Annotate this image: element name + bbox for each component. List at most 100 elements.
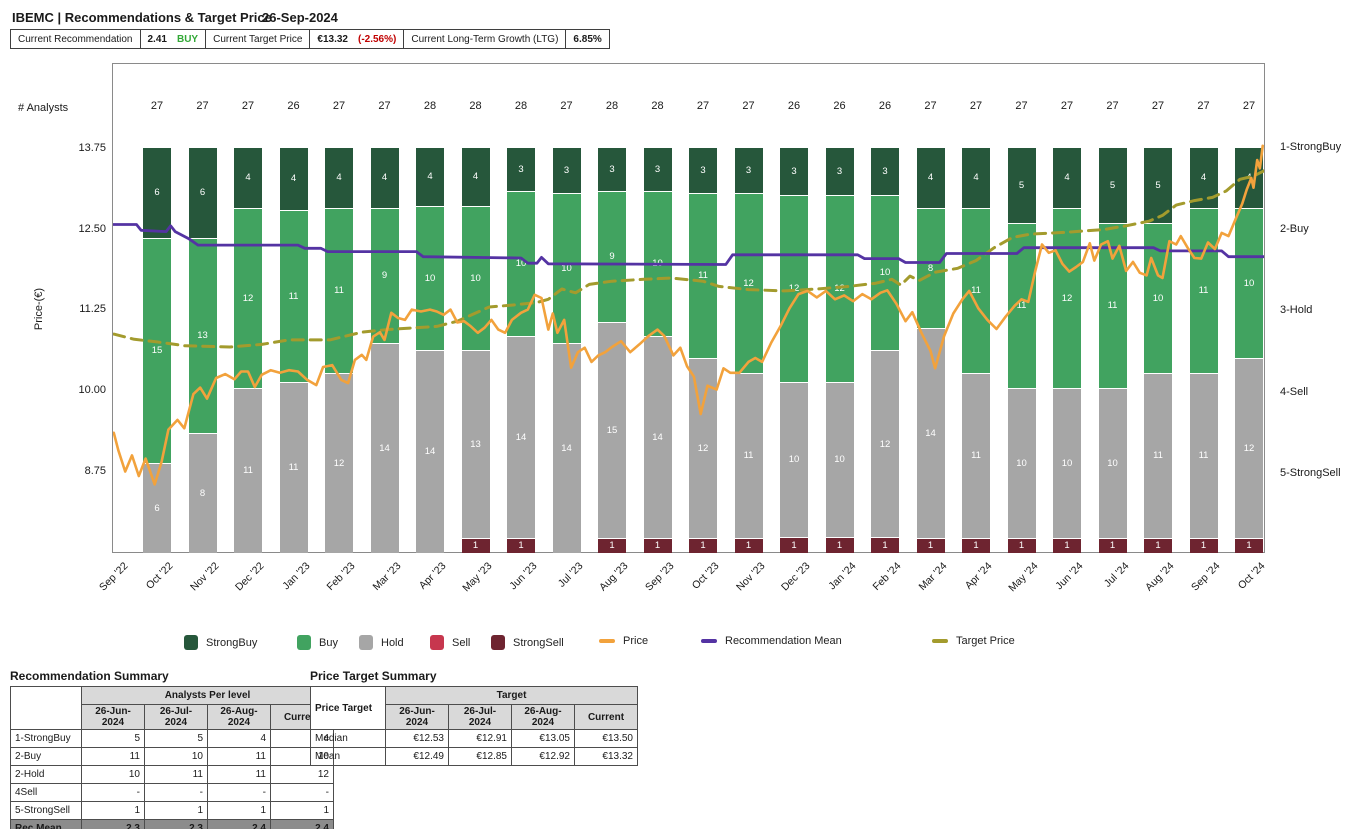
table-cell: Price Target <box>310 686 386 730</box>
bar-segment-value: 14 <box>652 431 663 443</box>
recommendation-bar: 4 8 14 1 <box>916 148 945 553</box>
bar-segment-buy: 11 <box>962 208 990 373</box>
bar-segment-strongbuy: 5 <box>1098 148 1127 223</box>
table-cell: €12.49 <box>385 747 449 766</box>
table-row: 5-StrongSell 1 1 1 1 <box>10 801 334 820</box>
bar-segment-value: 4 <box>381 172 388 184</box>
bar-segment-buy: 12 <box>234 208 262 388</box>
table-cell: 2.4 <box>207 819 271 829</box>
table-cell: 2.3 <box>144 819 208 829</box>
bar-segment-value: 10 <box>515 258 527 270</box>
recommendation-bar: 4 12 11 <box>234 148 262 553</box>
analyst-count: 28 <box>514 100 528 112</box>
table-cell: 5-StrongSell <box>10 801 82 820</box>
bar-segment-strongbuy: 4 <box>370 148 399 208</box>
bar-segment-strongsell: 1 <box>598 538 626 553</box>
bar-segment-strongbuy: 3 <box>643 148 672 192</box>
bar-segment-value: 11 <box>1107 300 1118 312</box>
report-date: 26-Sep-2024 <box>262 10 338 25</box>
ltg-value: 6.85% <box>573 33 602 45</box>
bar-segment-strongsell: 1 <box>916 538 945 553</box>
table-cell: 26-Aug-2024 <box>511 704 575 730</box>
table-cell: 5 <box>144 729 208 748</box>
table-cell: - <box>81 783 145 802</box>
table-row: Rec Mean 2.3 2.3 2.4 2.4 <box>10 819 334 829</box>
bar-segment-buy: 11 <box>1189 208 1218 373</box>
table-cell: 4Sell <box>10 783 82 802</box>
rec-summary-table: Analysts Per level 26-Jun-2024 26-Jul-2024… <box>10 686 334 829</box>
bar-segment-value: 11 <box>334 285 344 297</box>
y-tick-label: 8.75 <box>84 464 106 477</box>
bar-segment-strongbuy: 3 <box>780 148 808 195</box>
bar-segment-strongbuy: 4 <box>416 148 444 206</box>
analyst-count: 26 <box>287 100 300 112</box>
bar-segment-hold: 8 <box>188 433 217 553</box>
current-recommendation-label: Current Recommendation <box>11 30 141 48</box>
analyst-count: 28 <box>423 100 437 112</box>
bar-segment-strongbuy: 4 <box>325 148 353 208</box>
current-recommendation-value: 2.41 BUY <box>141 30 207 48</box>
bar-segment-value: 11 <box>1198 285 1209 297</box>
analyst-count: 27 <box>1242 100 1256 112</box>
bar-segment-value: 4 <box>336 172 342 184</box>
bar-segment-value: 11 <box>288 290 299 302</box>
legend-swatch-hold <box>359 635 373 650</box>
bar-segment-value: 11 <box>1198 450 1209 462</box>
recommendation-bar: 3 12 11 1 <box>734 148 763 553</box>
legend-label: Hold <box>381 636 404 649</box>
bar-segment-value: 10 <box>1016 457 1027 469</box>
legend-label: Price <box>623 635 649 647</box>
bar-segment-strongsell: 1 <box>1189 538 1218 553</box>
recommendation-bar: 5 10 11 1 <box>1144 148 1172 553</box>
analyst-count: 27 <box>1151 100 1165 112</box>
recommendation-mean-line <box>113 223 1264 266</box>
bar-segment-value: 1 <box>1064 540 1070 552</box>
legend-label: Recommendation Mean <box>725 635 842 647</box>
legend-swatch-rec_mean <box>701 639 717 643</box>
bar-segment-hold: 11 <box>1144 373 1172 538</box>
table-cell: 2.3 <box>81 819 145 829</box>
bar-segment-value: 12 <box>879 438 891 450</box>
summary-info-bar: Current Recommendation 2.41 BUY Current T… <box>10 29 610 49</box>
bar-segment-value: 14 <box>515 431 527 443</box>
recommendation-bar: 6 13 8 <box>188 148 217 553</box>
bar-segment-strongbuy: 4 <box>234 148 262 208</box>
bar-segment-value: 1 <box>973 540 979 552</box>
rec-summary-title: Recommendation Summary <box>10 669 169 683</box>
analyst-count: 27 <box>378 100 391 112</box>
analyst-count: 26 <box>878 100 892 112</box>
bar-segment-value: 11 <box>743 450 754 462</box>
plot-area: 6 15 6 27 6 13 8 27 4 12 11 27 4 11 11 26 4 11 12 27 4 9 14 27 4… <box>112 63 1265 553</box>
recommendation-bar: 4 9 14 <box>370 148 399 553</box>
bar-segment-strongbuy: 4 <box>962 148 990 208</box>
table-cell: 5 <box>81 729 145 748</box>
recommendation-bar: 4 11 11 1 <box>962 148 990 553</box>
analyst-count: 27 <box>560 100 573 112</box>
bar-segment-strongsell: 1 <box>643 538 672 553</box>
table-row: 2-Buy 11 10 11 10 <box>10 747 334 766</box>
bar-segment-strongsell: 1 <box>871 537 899 553</box>
bar-segment-value: 3 <box>700 164 706 176</box>
table-cell: 4 <box>207 729 271 748</box>
bar-segment-hold: 14 <box>552 343 581 553</box>
bar-segment-value: 10 <box>561 262 572 274</box>
price-line <box>113 144 1264 486</box>
bar-segment-value: 10 <box>834 454 845 466</box>
legend-label: Target Price <box>956 635 1015 647</box>
analyst-count: 27 <box>150 100 164 112</box>
legend-label: StrongBuy <box>206 636 258 649</box>
bar-segment-value: 3 <box>563 164 570 176</box>
bar-segment-buy: 9 <box>598 191 626 322</box>
analyst-count: 27 <box>969 100 983 112</box>
bar-segment-value: 5 <box>1155 179 1161 191</box>
bar-segment-value: 14 <box>379 442 390 454</box>
bar-segment-value: 1 <box>1246 540 1252 552</box>
table-cell: 11 <box>207 765 271 784</box>
bar-segment-value: 3 <box>791 165 797 177</box>
table-row: 2-Hold 10 11 11 12 <box>10 765 334 784</box>
bar-segment-value: 14 <box>925 427 936 439</box>
bar-segment-hold: 10 <box>1007 388 1036 538</box>
bar-segment-value: 1 <box>1200 540 1207 552</box>
bar-segment-value: 4 <box>927 172 934 184</box>
bar-segment-value: 11 <box>288 461 299 473</box>
